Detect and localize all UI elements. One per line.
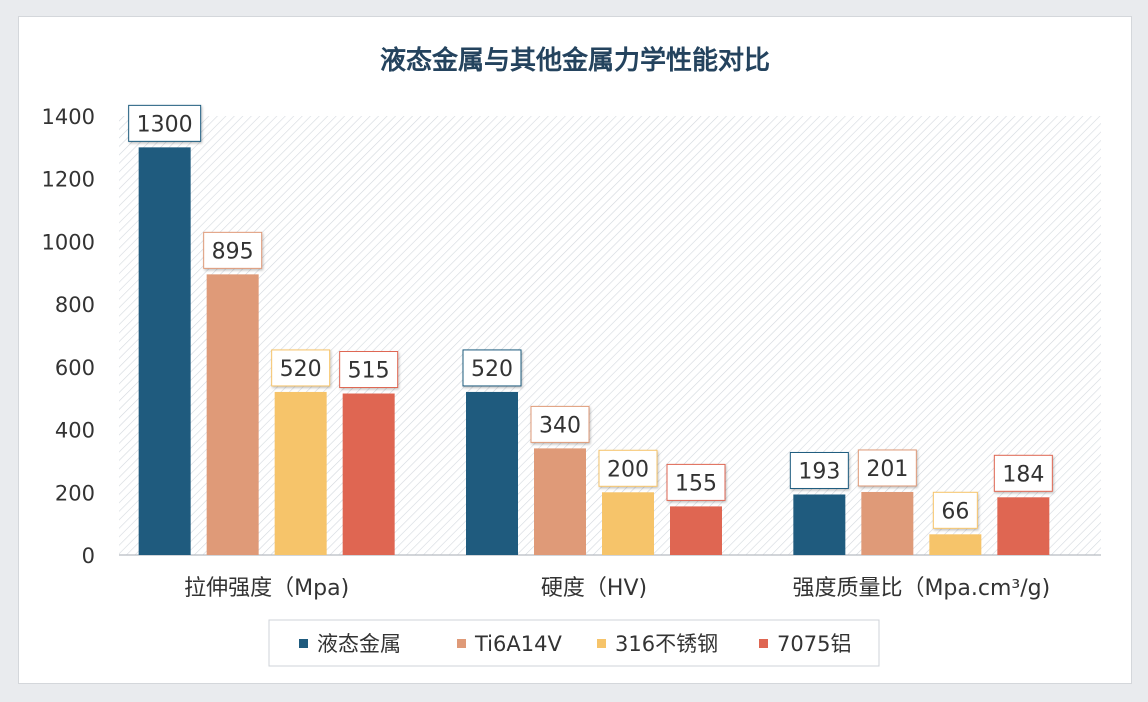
data-label: 1300 (137, 112, 193, 137)
y-tick-label: 800 (55, 293, 95, 317)
legend-swatch (299, 639, 308, 648)
y-tick-label: 1400 (42, 105, 95, 129)
data-label-box (857, 449, 917, 487)
bar (929, 534, 982, 555)
bar (138, 147, 191, 555)
plot-area: 0 200 400 600 800 1000 1200 1400 1300 895 520 515 拉伸… (42, 104, 1101, 601)
bar (670, 506, 722, 555)
y-tick-label: 600 (55, 356, 95, 380)
y-tick-label: 200 (55, 481, 95, 505)
legend-swatch (597, 639, 606, 648)
data-label: 520 (471, 357, 513, 382)
legend-swatch (759, 639, 768, 648)
legend-label: 液态金属 (317, 632, 401, 656)
legend-label: 316不锈钢 (615, 632, 718, 656)
data-label: 340 (539, 413, 581, 438)
category-label: 硬度（HV) (541, 576, 647, 601)
data-label-box (203, 231, 263, 269)
data-label: 201 (866, 457, 908, 482)
y-tick-label: 0 (82, 544, 95, 568)
bar (466, 391, 518, 555)
data-label: 184 (1002, 462, 1044, 487)
data-label-box (128, 104, 202, 142)
legend-label: Ti6A14V (474, 632, 562, 656)
legend-swatch (457, 639, 466, 648)
data-label: 200 (607, 457, 649, 482)
bar (274, 391, 327, 555)
legend: 液态金属 Ti6A14V 316不锈钢 7075铝 (268, 619, 880, 667)
data-label-box (271, 349, 331, 387)
data-label: 66 (941, 499, 969, 524)
bar-chart: 液态金属与其他金属力学性能对比 0 200 400 600 800 1000 1200 140… (42, 45, 1101, 667)
data-label-box (462, 349, 522, 387)
data-label-box (993, 454, 1053, 492)
data-label-box (530, 405, 590, 443)
bar (602, 492, 654, 555)
data-label: 520 (280, 357, 322, 382)
data-label: 895 (212, 239, 254, 264)
chart-title: 液态金属与其他金属力学性能对比 (380, 45, 770, 76)
legend-label: 7075铝 (777, 632, 851, 656)
data-label-box (666, 463, 726, 501)
bar (793, 494, 846, 555)
y-tick-label: 1000 (42, 230, 95, 254)
category-label: 拉伸强度（Mpa) (184, 576, 349, 601)
data-label: 515 (348, 359, 390, 384)
bar (997, 497, 1050, 555)
plot-background (119, 116, 1101, 555)
bar (861, 491, 914, 555)
bar (534, 448, 586, 555)
legend-box (268, 619, 880, 667)
y-tick-label: 400 (55, 419, 95, 443)
data-label-box (932, 491, 978, 529)
bar (206, 274, 259, 555)
data-label-box (339, 351, 399, 389)
chart-frame: 液态金属与其他金属力学性能对比 0 200 400 600 800 1000 1200 140… (18, 16, 1132, 684)
bar (342, 393, 395, 555)
y-tick-label: 1200 (42, 168, 95, 192)
data-label-box (598, 449, 658, 487)
category-label: 强度质量比（Mpa.cm³/g) (792, 576, 1050, 601)
data-label-box (789, 451, 849, 489)
data-label: 155 (675, 471, 717, 496)
data-label: 193 (798, 459, 840, 484)
